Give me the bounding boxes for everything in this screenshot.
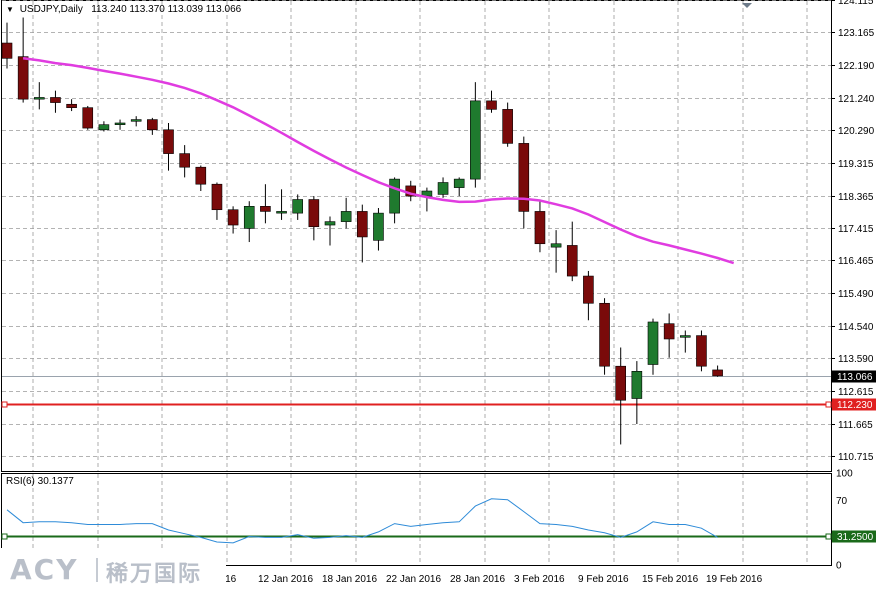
bear-candle: [17, 56, 29, 100]
bear-candle: [502, 109, 513, 144]
rsi-level-label: 31.2500: [837, 532, 874, 543]
bear-candle: [615, 365, 627, 401]
watermark-logo: ACY 稀万国际: [0, 548, 226, 593]
bear-candle: [712, 369, 723, 377]
symbol-timeframe: USDJPY,Daily: [19, 4, 83, 15]
bear-candle: [308, 199, 320, 228]
bear-candle: [534, 211, 546, 245]
x-tick-label: 19 Feb 2016: [706, 574, 763, 585]
logo-brand: ACY: [10, 553, 79, 586]
x-tick-label: 9 Feb 2016: [578, 574, 629, 585]
x-tick-label: 18 Jan 2016: [322, 574, 377, 585]
bear-candle: [486, 100, 497, 110]
bull-candle: [631, 371, 643, 399]
bull-candle: [550, 243, 562, 248]
rsi-label: RSI(6) 30.1377: [6, 476, 74, 487]
bear-candle: [356, 211, 368, 238]
price-tick-label: 123.165: [838, 28, 875, 39]
open-price: 113.240: [91, 4, 127, 15]
moving-average-line: [22, 57, 735, 265]
logo-divider: [96, 558, 98, 582]
bear-candle: [179, 153, 190, 168]
bear-candle: [227, 209, 239, 226]
rsi-level-handle-left: [1, 533, 8, 540]
level-price-label: 112.230: [837, 400, 873, 411]
bull-candle: [389, 178, 400, 214]
price-tick-label: 121.240: [838, 94, 875, 105]
price-panel-frame: [1, 0, 832, 472]
level-handle-left: [1, 401, 8, 408]
bear-candle: [195, 166, 207, 185]
x-tick-label: 15 Feb 2016: [642, 574, 699, 585]
price-tick-label: 115.490: [838, 289, 874, 300]
bear-candle: [566, 245, 578, 277]
price-tick-label: 114.540: [838, 322, 874, 333]
rsi-panel-frame: [1, 473, 832, 566]
level-price-box: [832, 398, 876, 411]
bull-candle: [130, 119, 142, 122]
price-tick-label: 118.365: [838, 192, 874, 203]
bull-candle: [243, 206, 255, 229]
bull-candle: [98, 124, 110, 131]
bear-candle: [66, 103, 77, 108]
rsi-level-handle-right: [825, 533, 832, 540]
bear-candle: [663, 323, 675, 340]
price-tick-label: 117.415: [838, 224, 874, 235]
dropdown-triangle-icon[interactable]: ▼: [6, 5, 14, 14]
rsi-line: [6, 498, 718, 544]
price-tick-label: 113.590: [838, 354, 874, 365]
price-tick-label: 122.190: [838, 61, 875, 72]
bull-candle: [114, 122, 126, 125]
current-price-box: [832, 370, 876, 383]
bear-candle: [518, 143, 530, 212]
x-tick-label: 28 Jan 2016: [450, 574, 505, 585]
bull-candle: [679, 335, 691, 338]
bear-candle: [583, 275, 594, 304]
current-price-label: 113.066: [837, 372, 873, 383]
price-tick-label: 112.615: [838, 387, 874, 398]
price-tick-label: 120.290: [838, 126, 875, 137]
bear-candle: [696, 335, 707, 367]
bull-candle: [33, 97, 45, 100]
x-tick-label: 12 Jan 2016: [258, 574, 313, 585]
level-handle-right: [825, 401, 832, 408]
bull-candle: [470, 100, 481, 180]
price-tick-label: 111.665: [838, 420, 873, 431]
bull-candle: [647, 321, 659, 365]
close-price: 113.066: [205, 4, 242, 15]
price-tick-label: 119.315: [838, 159, 874, 170]
bull-candle: [437, 182, 449, 195]
bull-candle: [453, 178, 465, 188]
x-tick-label: 3 Feb 2016: [514, 574, 565, 585]
bull-candle: [373, 212, 384, 241]
rsi-tick-label: 70: [836, 496, 848, 507]
price-tick-label: 110.715: [838, 452, 874, 463]
bull-candle: [324, 221, 336, 226]
rsi-tick-label: 100: [836, 469, 853, 480]
low-price: 113.039: [167, 4, 203, 15]
bear-candle: [260, 206, 271, 212]
bear-candle: [147, 119, 158, 131]
price-tick-label: 124.115: [838, 0, 874, 7]
rsi-level-box: [832, 530, 876, 543]
bull-candle: [276, 211, 287, 214]
x-tick-label: 22 Jan 2016: [386, 574, 441, 585]
scroll-arrow-icon: [742, 3, 752, 8]
logo-brand-cn: 稀万国际: [106, 562, 203, 587]
price-tick-label: 116.465: [838, 256, 874, 267]
bear-candle: [163, 129, 174, 154]
bear-candle: [50, 97, 61, 103]
rsi-tick-label: 0: [836, 561, 842, 572]
bear-candle: [1, 42, 13, 59]
bear-candle: [599, 302, 610, 367]
bull-candle: [292, 199, 304, 214]
chart-header: ▼ USDJPY,Daily 113.240 113.370 113.039 1…: [6, 4, 241, 15]
bear-candle: [211, 183, 223, 211]
bull-candle: [340, 211, 352, 222]
bear-candle: [82, 107, 94, 129]
high-price: 113.370: [129, 4, 165, 15]
